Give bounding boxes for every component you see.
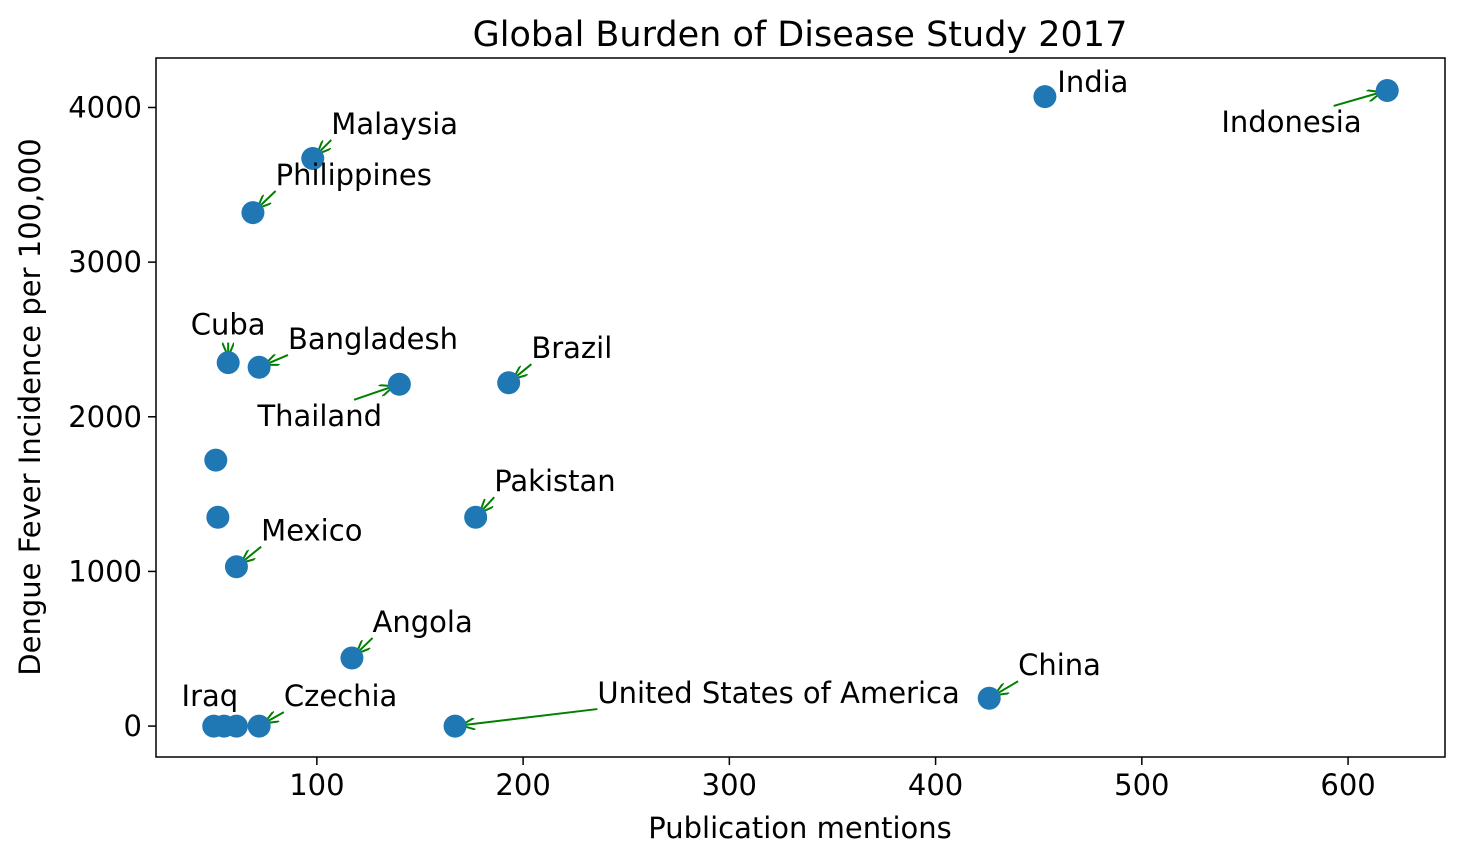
x-tick-label: 400: [908, 768, 963, 802]
x-tick-label: 300: [702, 768, 757, 802]
data-point: [216, 351, 240, 375]
data-point: [1033, 85, 1057, 109]
data-label: Philippines: [276, 158, 432, 192]
data-point: [224, 714, 248, 738]
data-label: Angola: [373, 605, 473, 639]
y-tick-label: 2000: [68, 400, 142, 434]
data-label: Pakistan: [494, 464, 615, 498]
x-axis-label: Publication mentions: [648, 811, 952, 845]
data-label: Mexico: [261, 514, 362, 548]
x-tick-label: 200: [495, 768, 550, 802]
annotation-arrow: [1333, 92, 1382, 107]
y-tick-label: 1000: [68, 554, 142, 588]
data-label: Brazil: [531, 331, 612, 365]
data-label: Cuba: [191, 308, 266, 342]
x-tick-label: 500: [1114, 768, 1169, 802]
y-tick-label: 3000: [68, 245, 142, 279]
data-point: [977, 686, 1001, 710]
data-point: [301, 147, 325, 171]
data-point: [387, 372, 411, 396]
plot-area: [155, 57, 1446, 758]
data-point: [464, 505, 488, 529]
data-point: [247, 714, 271, 738]
data-point: [340, 646, 364, 670]
data-point: [443, 714, 467, 738]
data-point: [206, 505, 230, 529]
data-label: Thailand: [256, 399, 382, 433]
x-tick-label: 600: [1320, 768, 1375, 802]
annotation-arrow: [353, 386, 394, 401]
x-tick-label: 100: [289, 768, 344, 802]
data-label: Indonesia: [1221, 105, 1361, 139]
data-label: Bangladesh: [288, 322, 458, 356]
y-axis: 0 1000 2000 3000 4000: [68, 90, 156, 743]
annotation-arrow: [461, 708, 598, 725]
data-label: Iraq: [182, 679, 239, 713]
data-labels: Indonesia India Malaysia Philippines Cuba Ban…: [182, 65, 1362, 713]
data-point: [247, 355, 271, 379]
data-point: [497, 371, 521, 395]
data-points: [202, 78, 1399, 738]
data-label: Malaysia: [331, 107, 458, 141]
data-point: [1375, 78, 1399, 102]
data-label: China: [1018, 648, 1101, 682]
y-axis-label: Dengue Fever Incidence per 100,000: [13, 138, 47, 675]
y-tick-label: 0: [124, 709, 142, 743]
data-point: [204, 448, 228, 472]
y-tick-label: 4000: [68, 90, 142, 124]
chart-title: Global Burden of Disease Study 2017: [473, 15, 1128, 55]
annotation-arrows: [228, 92, 1381, 725]
data-label: India: [1057, 65, 1128, 99]
data-point: [241, 201, 265, 225]
data-label: Czechia: [284, 679, 397, 713]
x-axis: 100 200 300 400 500 600: [289, 757, 1376, 802]
data-label: United States of America: [597, 676, 959, 710]
data-point: [224, 555, 248, 579]
